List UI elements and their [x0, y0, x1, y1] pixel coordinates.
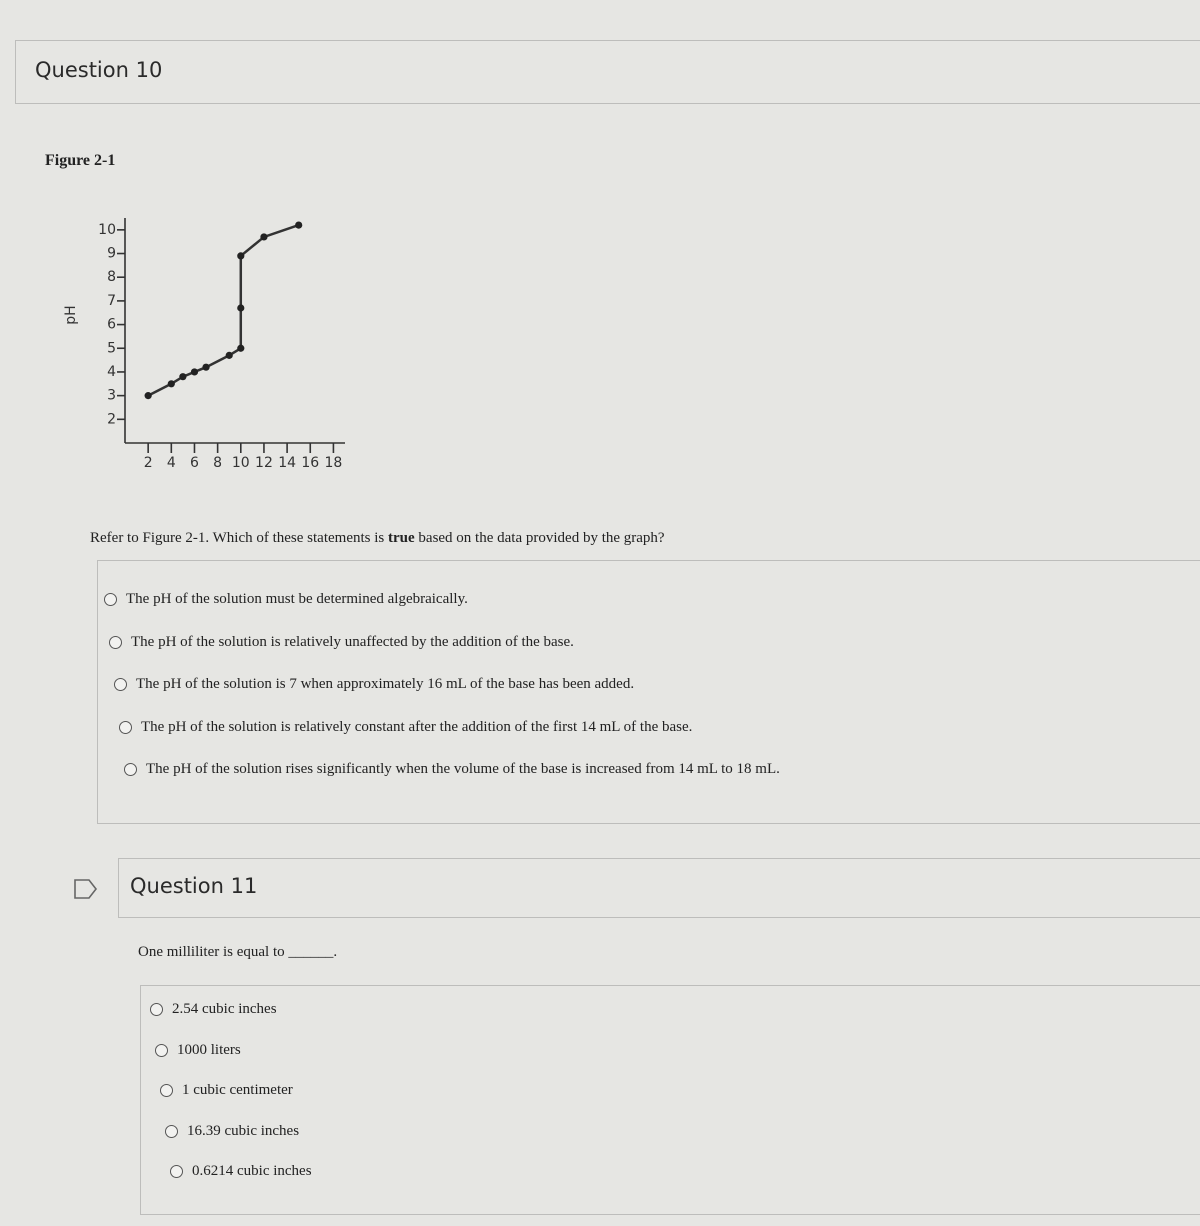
data-point [237, 252, 245, 260]
data-point [295, 221, 303, 229]
data-point [190, 368, 199, 376]
radio-button[interactable] [160, 1084, 173, 1097]
prompt-emphasis: true [388, 530, 415, 546]
radio-button[interactable] [150, 1003, 163, 1016]
radio-button[interactable] [155, 1043, 168, 1057]
option-label[interactable]: 1 cubic centimeter [182, 1082, 293, 1098]
option-label[interactable]: 1000 liters [177, 1041, 241, 1058]
question-title: Question 11 [130, 874, 258, 898]
y-tick-label: 10 [98, 222, 116, 238]
y-tick-label: 2 [107, 411, 116, 427]
y-tick-label: 5 [107, 340, 116, 356]
option[interactable]: 2.54 cubic inches [150, 1001, 277, 1018]
radio-button[interactable] [114, 678, 127, 691]
y-tick-label: 7 [107, 293, 116, 309]
radio-button[interactable] [124, 763, 137, 776]
y-tick-label: 3 [107, 388, 116, 404]
x-tick-label: 10 [232, 455, 250, 471]
x-tick-label: 18 [325, 455, 343, 471]
question-prompt: One milliliter is equal to ______. [138, 944, 338, 960]
option[interactable]: The pH of the solution is relatively una… [109, 634, 574, 651]
data-point [260, 233, 268, 241]
option[interactable]: The pH of the solution rises significant… [124, 761, 780, 778]
data-point [225, 351, 233, 359]
option-label[interactable]: The pH of the solution is relatively una… [131, 633, 574, 650]
question-header [15, 40, 1200, 104]
option-label[interactable]: 0.6214 cubic inches [192, 1163, 312, 1179]
data-point [237, 344, 245, 352]
radio-button[interactable] [165, 1124, 178, 1138]
y-tick-label: 8 [107, 269, 116, 285]
x-tick-label: 16 [301, 455, 319, 471]
option[interactable]: 16.39 cubic inches [165, 1123, 299, 1140]
question-prompt: Refer to Figure 2-1. Which of these stat… [90, 530, 665, 547]
data-point [167, 380, 175, 388]
option[interactable]: 1000 liters [155, 1042, 241, 1059]
question-header [118, 858, 1200, 918]
x-tick-label: 14 [278, 455, 296, 471]
figure-label: Figure 2-1 [45, 152, 116, 169]
option-label[interactable]: The pH of the solution must be determine… [126, 591, 468, 607]
data-point [144, 392, 152, 400]
option[interactable]: The pH of the solution is 7 when approxi… [114, 676, 634, 693]
prompt-text: Refer to Figure 2-1. Which of these stat… [90, 530, 388, 546]
data-point [179, 373, 187, 381]
y-tick-label: 4 [107, 364, 116, 380]
question-title: Question 10 [35, 58, 163, 82]
data-point [202, 363, 210, 371]
radio-button[interactable] [119, 720, 132, 734]
option-label[interactable]: 2.54 cubic inches [172, 1001, 277, 1017]
radio-button[interactable] [109, 635, 122, 649]
option-label[interactable]: 16.39 cubic inches [187, 1122, 300, 1139]
radio-button[interactable] [104, 593, 117, 606]
option-label[interactable]: The pH of the solution is 7 when approxi… [136, 676, 635, 692]
options-box [97, 560, 1200, 824]
y-tick-label: 9 [107, 246, 116, 262]
options-box [140, 985, 1200, 1215]
option[interactable]: The pH of the solution must be determine… [104, 591, 468, 608]
y-axis-label: pH [63, 305, 79, 324]
option-label[interactable]: The pH of the solution is relatively con… [141, 718, 693, 735]
prompt-text: based on the data provided by the graph? [414, 530, 665, 546]
x-tick-label: 6 [190, 455, 199, 471]
x-tick-label: 4 [167, 455, 176, 471]
x-tick-label: 12 [255, 455, 273, 471]
option-label[interactable]: The pH of the solution rises significant… [146, 761, 780, 777]
y-tick-label: 6 [107, 317, 116, 333]
option[interactable]: 0.6214 cubic inches [170, 1163, 312, 1180]
option[interactable]: 1 cubic centimeter [160, 1082, 293, 1099]
option[interactable]: The pH of the solution is relatively con… [119, 719, 692, 736]
flag-icon[interactable] [73, 878, 99, 900]
data-point [237, 304, 245, 312]
radio-button[interactable] [170, 1165, 183, 1178]
x-tick-label: 8 [213, 455, 222, 471]
x-tick-label: 2 [144, 455, 153, 471]
data-line [147, 223, 300, 397]
